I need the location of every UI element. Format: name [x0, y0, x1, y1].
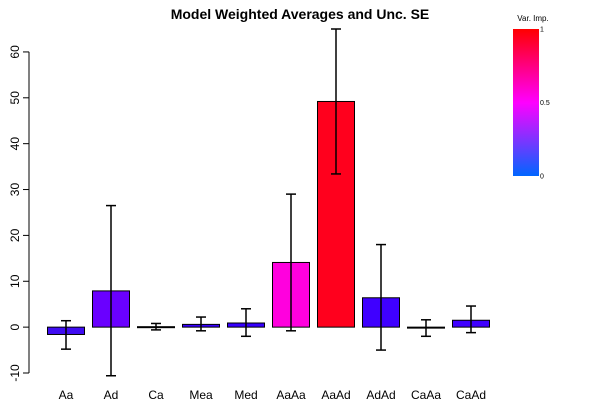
x-tick-label: AdAd [366, 388, 395, 400]
y-tick-label: 10 [8, 274, 22, 288]
legend-title: Var. Imp. [517, 14, 548, 23]
legend-tick-label: 0.5 [540, 100, 550, 107]
y-tick-label: 20 [8, 228, 22, 242]
x-tick-label: AaAa [276, 388, 306, 400]
y-tick-label: 0 [8, 323, 22, 330]
y-axis: -10 0 10 20 30 40 50 60 [8, 45, 30, 382]
legend-ticks: 00.51 [540, 26, 550, 180]
y-tick-label: 40 [8, 137, 22, 151]
x-tick-label: Mea [189, 388, 213, 400]
error-bars-group [61, 28, 476, 377]
legend-tick-label: 0 [540, 173, 544, 180]
x-tick-labels: Aa Ad Ca Mea Med AaAa AaAd AdAd CaAa CaAd [59, 388, 486, 400]
bars-group [47, 100, 490, 335]
y-tick-label: -10 [8, 364, 22, 382]
x-tick-label: CaAa [411, 388, 441, 400]
y-tick-label: 60 [8, 45, 22, 59]
x-tick-label: Ad [104, 388, 119, 400]
legend-tick-label: 1 [540, 26, 544, 33]
legend: Var. Imp. 00.51 [513, 14, 550, 180]
legend-colorbar [513, 29, 539, 176]
x-tick-label: Ca [148, 388, 164, 400]
y-tick-label: 50 [8, 91, 22, 105]
x-tick-label: AaAd [321, 388, 350, 400]
x-tick-label: Aa [59, 388, 74, 400]
x-tick-label: CaAd [456, 388, 486, 400]
y-tick-label: 30 [8, 183, 22, 197]
x-tick-label: Med [234, 388, 257, 400]
chart-title: Model Weighted Averages and Unc. SE [171, 6, 430, 22]
